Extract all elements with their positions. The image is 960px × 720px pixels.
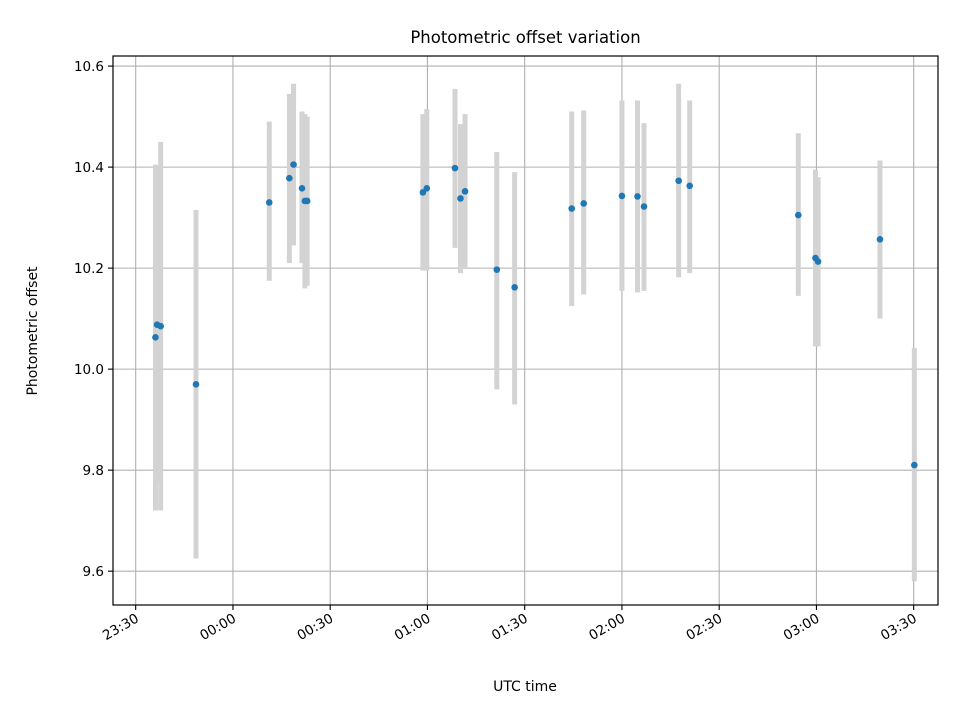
data-point bbox=[814, 258, 822, 265]
y-tick-label: 10.6 bbox=[74, 59, 104, 75]
data-point bbox=[675, 177, 682, 185]
data-point bbox=[192, 380, 200, 388]
plot-area-frame bbox=[112, 55, 939, 606]
data-point bbox=[686, 182, 693, 190]
y-axis: 9.6 9.8 10.0 10.2 10.4 10.6 bbox=[74, 59, 113, 580]
grid bbox=[113, 56, 938, 605]
y-axis-label: Photometric offset bbox=[25, 266, 41, 396]
data-point bbox=[794, 211, 802, 219]
y-tick-label: 10.2 bbox=[74, 261, 104, 277]
data-point bbox=[303, 197, 311, 205]
data-point bbox=[568, 205, 575, 212]
data-point bbox=[876, 236, 884, 243]
x-axis-label: UTC time bbox=[493, 679, 557, 695]
data-point bbox=[493, 266, 501, 273]
y-tick-label: 10.0 bbox=[74, 362, 104, 378]
data-point bbox=[580, 200, 587, 207]
data-point bbox=[451, 164, 459, 172]
data-point bbox=[423, 185, 431, 192]
data-point bbox=[157, 322, 164, 330]
data-point bbox=[286, 174, 293, 182]
data-point bbox=[911, 461, 918, 469]
data-point bbox=[461, 188, 469, 195]
chart-title: Photometric offset variation bbox=[410, 28, 640, 47]
data-point bbox=[298, 185, 306, 192]
y-tick-label: 9.6 bbox=[83, 564, 104, 580]
data-point bbox=[634, 193, 641, 200]
data-point bbox=[640, 203, 648, 210]
data-point bbox=[265, 199, 273, 206]
data-point bbox=[152, 334, 159, 341]
data-point bbox=[290, 161, 297, 168]
data-point bbox=[511, 284, 518, 291]
y-tick-label: 9.8 bbox=[83, 463, 104, 479]
data-point bbox=[618, 192, 626, 200]
data-points bbox=[152, 161, 918, 469]
y-tick-label: 10.4 bbox=[74, 160, 104, 176]
data-point bbox=[457, 195, 464, 202]
